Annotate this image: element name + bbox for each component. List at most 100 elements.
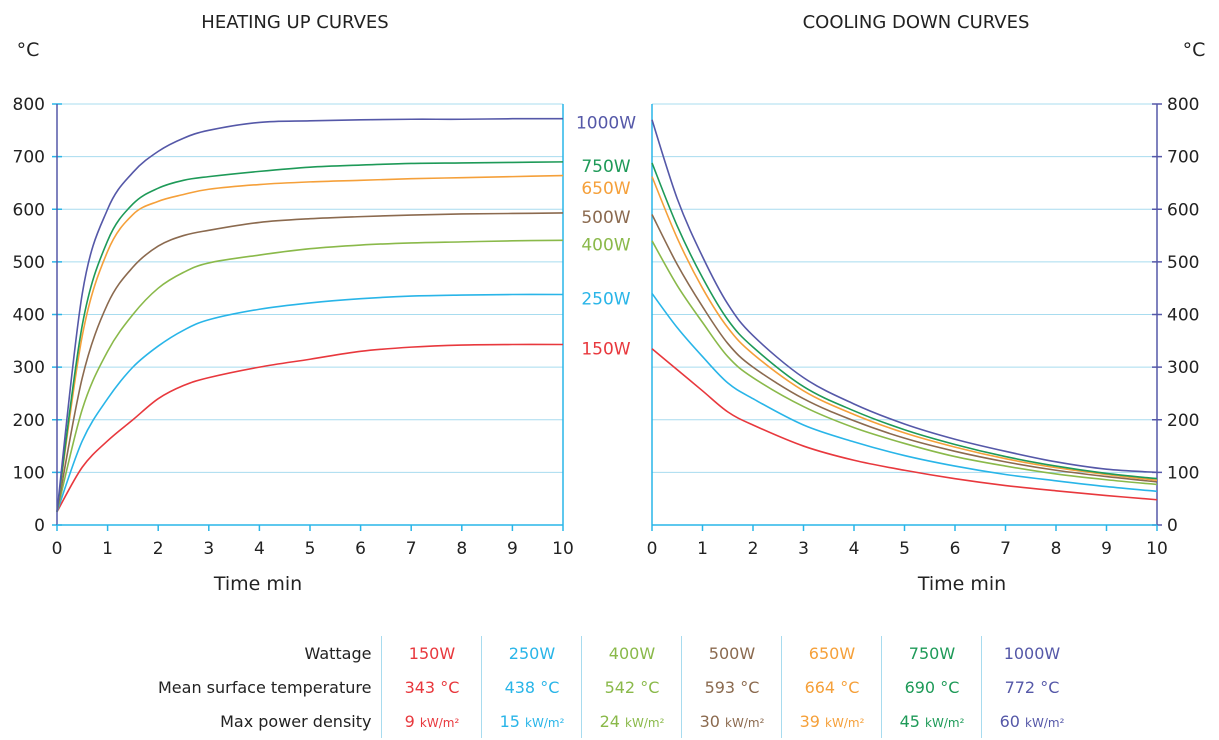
x-tick-label: 10 bbox=[552, 539, 574, 559]
series-label-1000w: 1000W bbox=[576, 114, 636, 134]
x-tick-label: 1 bbox=[102, 539, 113, 559]
spec-cell: 250W bbox=[481, 636, 582, 670]
spec-unit: kW/m² bbox=[925, 715, 965, 730]
series-label-400w: 400W bbox=[581, 235, 630, 255]
spec-value: 500W bbox=[708, 643, 756, 663]
spec-value: 593 °C bbox=[704, 677, 760, 697]
heating-up-chart: HEATING UP CURVES °C Time min 0100200300… bbox=[13, 12, 637, 595]
spec-row-label: Max power density bbox=[220, 711, 372, 731]
spec-cell: 45 kW/m² bbox=[881, 704, 982, 738]
spec-value: 343 °C bbox=[404, 677, 460, 697]
series-line-500w bbox=[56, 212, 564, 512]
spec-value: 15 bbox=[499, 711, 526, 731]
y-tick-label: 400 bbox=[1167, 306, 1199, 326]
spec-value: 24 bbox=[599, 711, 626, 731]
spec-value: 60 bbox=[999, 711, 1026, 731]
y-tick-label: 800 bbox=[1167, 95, 1199, 115]
heating-x-axis-title: Time min bbox=[213, 573, 302, 595]
heating-series-lines bbox=[56, 117, 564, 513]
series-line-750w bbox=[56, 161, 564, 512]
spec-cell: 400W bbox=[581, 636, 682, 670]
x-tick-label: 3 bbox=[798, 539, 809, 559]
series-label-500w: 500W bbox=[581, 208, 630, 228]
spec-row: Wattage 150W 250W 400W 500W 650W 750W 1000W bbox=[150, 636, 1082, 670]
series-line-400w bbox=[651, 240, 1158, 486]
x-tick-label: 0 bbox=[52, 539, 63, 559]
x-tick-label: 1 bbox=[697, 539, 708, 559]
heating-chart-title: HEATING UP CURVES bbox=[201, 12, 388, 33]
spec-row: Max power density 9 kW/m² 15 kW/m² 24 kW/m²… bbox=[150, 704, 1082, 738]
series-line-500w bbox=[651, 214, 1158, 483]
cooling-chart-title: COOLING DOWN CURVES bbox=[803, 12, 1030, 33]
spec-cell: 9 kW/m² bbox=[381, 704, 482, 738]
spec-cell: 750W bbox=[881, 636, 982, 670]
x-tick-label: 6 bbox=[950, 539, 961, 559]
x-tick-label: 4 bbox=[849, 539, 860, 559]
x-tick-label: 8 bbox=[456, 539, 467, 559]
spec-value: 772 °C bbox=[1004, 677, 1060, 697]
spec-value: 150W bbox=[408, 643, 456, 663]
heating-tick-labels: 0 100 200 300 400 500 600 700 800 0 1 2 3 4 5 6 7 8 9 10 bbox=[13, 95, 574, 559]
series-line-150w bbox=[651, 348, 1158, 501]
spec-unit: kW/m² bbox=[725, 715, 765, 730]
series-label-150w: 150W bbox=[581, 339, 630, 359]
spec-value: 650W bbox=[808, 643, 856, 663]
cooling-y-unit-label: °C bbox=[1183, 39, 1206, 61]
x-tick-label: 9 bbox=[507, 539, 518, 559]
y-tick-label: 400 bbox=[13, 306, 45, 326]
cooling-tick-labels: 0 100 200 300 400 500 600 700 800 0 1 2 3 4 5 6 7 8 9 10 bbox=[647, 95, 1200, 559]
x-tick-label: 2 bbox=[748, 539, 759, 559]
x-tick-label: 5 bbox=[899, 539, 910, 559]
spec-cell: 1000W bbox=[981, 636, 1082, 670]
spec-cell: 772 °C bbox=[981, 670, 1082, 704]
specification-table: Wattage 150W 250W 400W 500W 650W 750W 1000W Mean… bbox=[150, 636, 1082, 738]
x-tick-label: 9 bbox=[1101, 539, 1112, 559]
y-tick-label: 100 bbox=[1167, 463, 1199, 483]
spec-value: 45 bbox=[899, 711, 926, 731]
x-tick-label: 2 bbox=[153, 539, 164, 559]
spec-cell: 24 kW/m² bbox=[581, 704, 682, 738]
spec-value: 250W bbox=[508, 643, 556, 663]
y-tick-label: 200 bbox=[13, 411, 45, 431]
y-tick-label: 800 bbox=[13, 95, 45, 115]
heating-y-unit-label: °C bbox=[17, 39, 40, 61]
spec-value: 1000W bbox=[1003, 643, 1061, 663]
cooling-grid bbox=[651, 103, 1162, 531]
spec-cell: 664 °C bbox=[781, 670, 882, 704]
y-tick-label: 600 bbox=[13, 200, 45, 220]
heating-cooling-charts: HEATING UP CURVES °C Time min 0100200300… bbox=[13, 12, 1206, 595]
spec-value: 664 °C bbox=[804, 677, 860, 697]
y-tick-label: 500 bbox=[1167, 253, 1199, 273]
series-label-250w: 250W bbox=[581, 290, 630, 310]
spec-row-label: Mean surface temperature bbox=[158, 677, 372, 697]
series-line-650w bbox=[56, 174, 564, 512]
spec-unit: kW/m² bbox=[525, 715, 565, 730]
y-tick-label: 300 bbox=[1167, 358, 1199, 378]
x-tick-label: 4 bbox=[254, 539, 265, 559]
spec-cell: 690 °C bbox=[881, 670, 982, 704]
series-line-400w bbox=[56, 239, 564, 513]
y-tick-label: 100 bbox=[13, 463, 45, 483]
x-tick-label: 0 bbox=[647, 539, 658, 559]
y-tick-label: 500 bbox=[13, 253, 45, 273]
spec-cell: 593 °C bbox=[681, 670, 782, 704]
cooling-x-axis-title: Time min bbox=[917, 573, 1006, 595]
series-line-250w bbox=[56, 293, 564, 513]
spec-cell: 60 kW/m² bbox=[981, 704, 1082, 738]
y-tick-label: 700 bbox=[13, 148, 45, 168]
spec-cell: 500W bbox=[681, 636, 782, 670]
spec-value: 9 bbox=[404, 711, 420, 731]
y-tick-label: 700 bbox=[1167, 148, 1199, 168]
series-line-1000w bbox=[56, 117, 564, 512]
series-line-750w bbox=[651, 162, 1158, 480]
heating-grid bbox=[52, 103, 564, 531]
spec-cell: 30 kW/m² bbox=[681, 704, 782, 738]
spec-value: 690 °C bbox=[904, 677, 960, 697]
spec-value: 542 °C bbox=[604, 677, 660, 697]
spec-unit: kW/m² bbox=[419, 715, 460, 730]
series-label-750w: 750W bbox=[581, 157, 630, 177]
series-line-150w bbox=[56, 343, 564, 513]
spec-value: 750W bbox=[908, 643, 956, 663]
y-tick-label: 600 bbox=[1167, 200, 1199, 220]
spec-unit: kW/m² bbox=[825, 715, 865, 730]
